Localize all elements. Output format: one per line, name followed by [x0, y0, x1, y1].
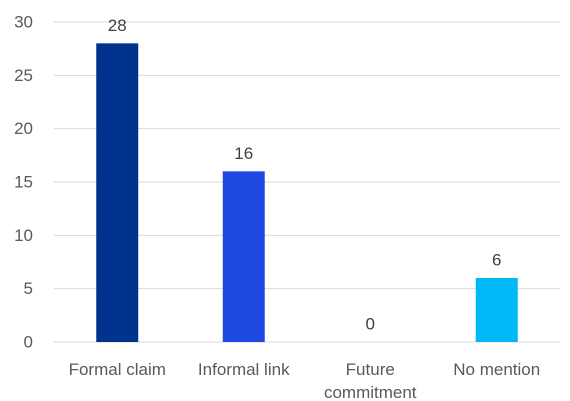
bar [222, 171, 265, 342]
bar [475, 278, 518, 342]
x-category-label-line: Formal claim [69, 360, 166, 379]
y-tick-label: 25 [14, 66, 33, 85]
x-category-label: Informal link [198, 360, 290, 379]
x-axis-category-labels: Formal claim Informal link Future commitmen… [69, 360, 541, 401]
x-category-label-line: No mention [453, 360, 540, 379]
y-tick-label: 5 [24, 279, 33, 298]
x-category-label: Formal claim [69, 360, 166, 379]
data-label: 6 [492, 251, 501, 270]
x-category-label-line: Future [346, 360, 395, 379]
data-label: 16 [234, 144, 253, 163]
y-tick-label: 15 [14, 173, 33, 192]
bars [96, 43, 518, 342]
y-axis-tick-labels: 0 5 10 15 20 25 30 [14, 13, 33, 352]
data-labels: 28 16 0 6 [108, 16, 502, 334]
x-category-label-line: Informal link [198, 360, 290, 379]
y-tick-label: 0 [24, 333, 33, 352]
gridlines [54, 21, 560, 343]
data-label: 0 [366, 315, 375, 334]
y-tick-label: 10 [14, 226, 33, 245]
y-tick-label: 20 [14, 119, 33, 138]
x-category-label: Future commitment [324, 360, 417, 401]
bar [96, 43, 139, 342]
y-tick-label: 30 [14, 13, 33, 32]
x-category-label-line: commitment [324, 383, 417, 401]
data-label: 28 [108, 16, 127, 35]
x-category-label: No mention [453, 360, 540, 379]
